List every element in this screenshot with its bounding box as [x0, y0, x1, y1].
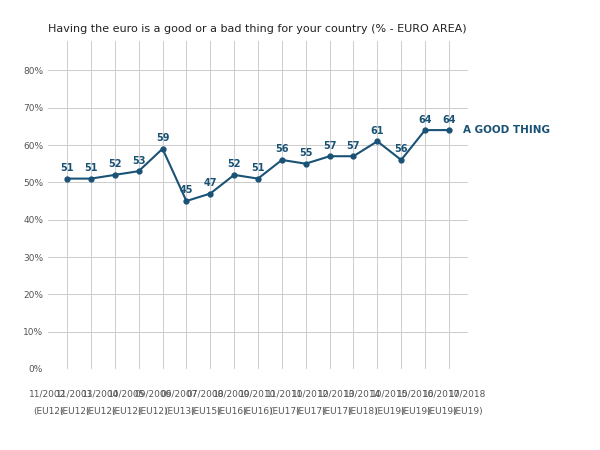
Text: A GOOD THING: A GOOD THING	[463, 125, 550, 135]
Text: (EU17): (EU17)	[269, 407, 299, 416]
Text: 10/2009: 10/2009	[213, 389, 250, 398]
Text: (EU12): (EU12)	[59, 407, 89, 416]
Text: (EU18): (EU18)	[347, 407, 379, 416]
Text: 10/2013: 10/2013	[318, 389, 355, 398]
Text: 10/2005: 10/2005	[108, 389, 145, 398]
Text: 51: 51	[61, 163, 74, 173]
Text: 47: 47	[203, 178, 217, 188]
Text: 53: 53	[132, 156, 145, 166]
Text: (EU12): (EU12)	[33, 407, 63, 416]
Text: (EU16): (EU16)	[217, 407, 247, 416]
Text: 52: 52	[227, 159, 241, 169]
Text: 10/2012: 10/2012	[292, 389, 329, 398]
Text: 51: 51	[84, 163, 98, 173]
Text: 07/2008: 07/2008	[187, 389, 224, 398]
Text: 09/2007: 09/2007	[161, 389, 198, 398]
Text: 11/2002: 11/2002	[29, 389, 67, 398]
Text: 09/2006: 09/2006	[134, 389, 172, 398]
Text: (EU19): (EU19)	[452, 407, 484, 416]
Text: (EU19): (EU19)	[400, 407, 431, 416]
Text: Having the euro is a good or a bad thing for your country (% - EURO AREA): Having the euro is a good or a bad thing…	[48, 24, 467, 34]
Text: 57: 57	[323, 141, 337, 151]
Text: (EU17): (EU17)	[322, 407, 352, 416]
Text: 10/2014: 10/2014	[344, 389, 382, 398]
Text: 59: 59	[156, 133, 169, 143]
Text: 64: 64	[418, 115, 432, 125]
Text: 57: 57	[347, 141, 360, 151]
Text: 11/2004: 11/2004	[82, 389, 119, 398]
Text: (EU13): (EU13)	[164, 407, 194, 416]
Text: (EU12): (EU12)	[138, 407, 168, 416]
Text: (EU19): (EU19)	[374, 407, 404, 416]
Text: 10/2018: 10/2018	[449, 389, 487, 398]
Text: 45: 45	[179, 185, 193, 195]
Text: 55: 55	[299, 148, 313, 158]
Text: (EU12): (EU12)	[112, 407, 142, 416]
Text: 61: 61	[371, 126, 384, 136]
Text: (EU16): (EU16)	[242, 407, 274, 416]
Text: 56: 56	[394, 144, 408, 154]
Text: (EU12): (EU12)	[85, 407, 116, 416]
Text: (EU15): (EU15)	[190, 407, 221, 416]
Text: 11/2003: 11/2003	[56, 389, 93, 398]
Text: 10/2016: 10/2016	[397, 389, 434, 398]
Text: 11/2011: 11/2011	[266, 389, 303, 398]
Text: 64: 64	[442, 115, 455, 125]
Text: (EU19): (EU19)	[427, 407, 457, 416]
Text: 51: 51	[251, 163, 265, 173]
Text: 10/2017: 10/2017	[423, 389, 460, 398]
Text: (EU17): (EU17)	[295, 407, 326, 416]
Text: 52: 52	[108, 159, 122, 169]
Text: 10/2010: 10/2010	[239, 389, 277, 398]
Text: 56: 56	[275, 144, 289, 154]
Text: 10/2015: 10/2015	[371, 389, 408, 398]
